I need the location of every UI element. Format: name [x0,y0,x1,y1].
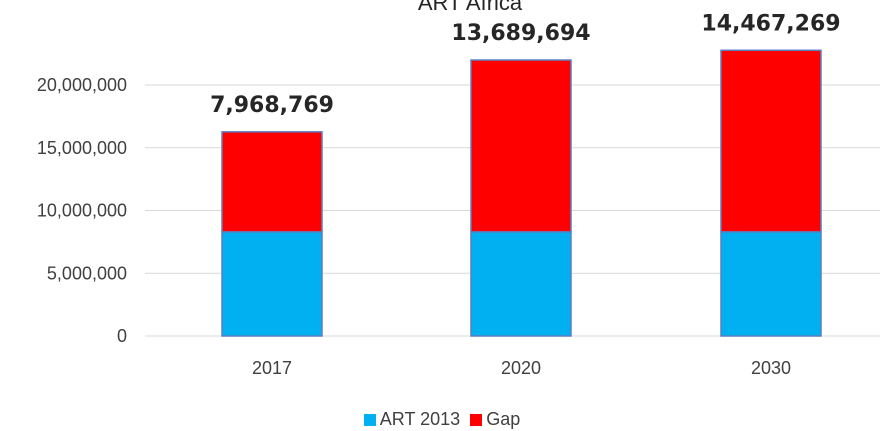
x-axis: 2017 2020 2030 [252,358,791,378]
legend: ART 2013 Gap [0,409,884,430]
y-tick-label: 20,000,000 [37,75,127,95]
legend-swatch-art-2013 [363,413,376,426]
legend-label-gap: Gap [486,409,521,429]
y-tick-label: 0 [117,326,127,346]
data-label-gap-2020: 13,689,694 [451,21,590,46]
data-label-gap-2030: 14,467,269 [701,11,840,36]
x-tick-label: 2017 [252,358,292,378]
bar-art-2013-2017 [221,231,323,337]
y-tick-label: 15,000,000 [37,138,127,158]
x-tick-label: 2030 [751,358,791,378]
legend-label-art-2013: ART 2013 [379,409,461,429]
legend-item-art-2013: ART 2013 [363,409,461,430]
bar-gap-2030 [720,49,822,233]
bar-gap-2017 [221,131,323,233]
legend-item-gap: Gap [470,409,520,430]
chart-title: ART Africa [418,0,523,15]
y-axis: 0 5,000,000 10,000,000 15,000,000 20,000,000 [37,75,127,346]
bar-art-2013-2030 [720,231,822,337]
legend-swatch-gap [470,413,483,426]
data-labels: 7,968,769 13,689,694 14,467,269 [210,11,841,118]
bar-art-2013-2020 [470,231,572,337]
y-tick-label: 10,000,000 [37,201,127,221]
bars [221,49,822,337]
x-tick-label: 2020 [501,358,541,378]
bar-gap-2020 [470,59,572,233]
data-label-gap-2017: 7,968,769 [210,93,334,118]
y-tick-label: 5,000,000 [47,263,127,283]
